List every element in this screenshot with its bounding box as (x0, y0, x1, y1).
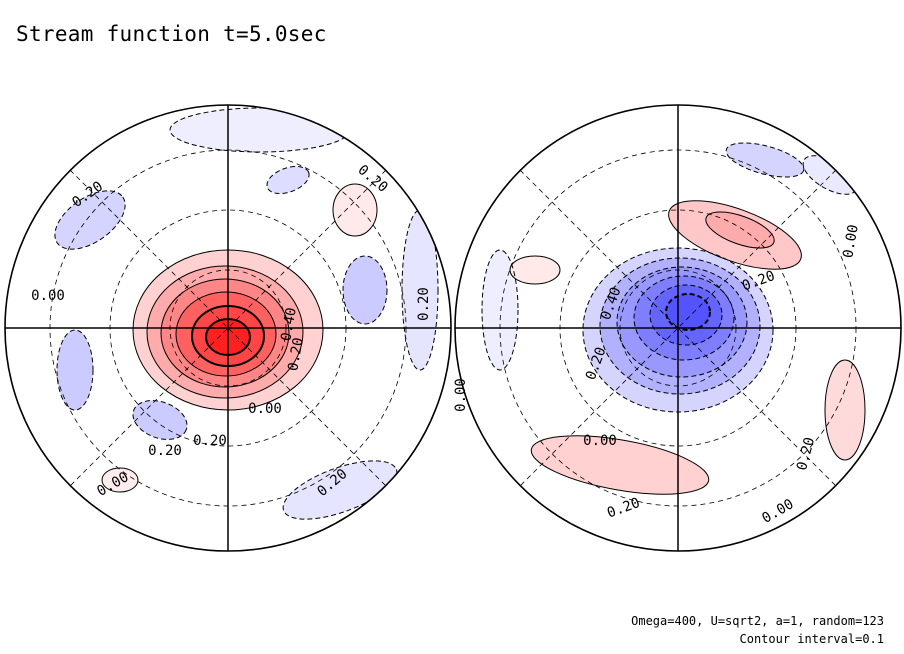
contour-line (342, 255, 388, 325)
contour-band (132, 400, 188, 440)
contour-interval-note: Contour interval=0.1 (739, 632, 885, 646)
contour-band (803, 155, 857, 195)
contour-line (616, 266, 748, 378)
contour-band (54, 190, 126, 250)
contour-label: 0.20 (416, 287, 432, 321)
right-hemisphere-disk: 0.000.200.400.200.000.200.200.000.00 (453, 104, 902, 552)
contour-band (102, 468, 138, 492)
contour-line (401, 209, 439, 371)
contour-band (333, 184, 377, 236)
left-grid (5, 105, 451, 551)
contour-line (668, 200, 802, 270)
contour-line (649, 284, 723, 346)
right-grid (455, 105, 901, 551)
left-disk-outline (4, 104, 452, 552)
contour-label: 0.00 (31, 288, 65, 304)
contour-line (132, 400, 188, 440)
contour-line (725, 142, 805, 178)
chart-title: Stream function t=5.0sec (16, 22, 327, 46)
contour-line (705, 211, 775, 249)
contour-band (705, 211, 775, 249)
contour-band (666, 294, 710, 330)
contour-line (101, 467, 139, 493)
contour-line (633, 275, 735, 361)
contour-band (343, 256, 387, 324)
contour-band (402, 210, 438, 370)
parameters-note: Omega=400, U=sqrt2, a=1, random=123 (631, 614, 884, 628)
contour-line (54, 190, 126, 250)
contour-line (175, 291, 277, 377)
contour-line (266, 165, 310, 195)
contour-label: 0.40 (278, 306, 300, 342)
contour-line (481, 249, 519, 371)
contour-band (726, 142, 804, 178)
contour-line (599, 257, 761, 395)
contour-label: 0.20 (193, 433, 227, 449)
left-hemisphere-disk: 0.20 0.200.200.200.200.000.000.400.200.20… (4, 104, 452, 552)
contour-label: 0.00 (840, 223, 862, 259)
contour-label: 0.00 (248, 401, 282, 417)
contour-label: 0.20 (148, 443, 182, 459)
contour-label: 0.00 (453, 378, 469, 412)
right-contour-labels: 0.000.200.400.200.000.200.200.000.00 (453, 223, 862, 527)
contour-label: 0.00 (583, 433, 617, 449)
contour-band (266, 166, 310, 194)
contour-line (824, 359, 866, 461)
contour-band (510, 256, 560, 284)
contour-band (57, 330, 93, 410)
contour-line (56, 329, 94, 411)
right-disk-outline (454, 104, 902, 552)
contour-line (146, 265, 304, 399)
contour-band (825, 360, 865, 460)
contour-band (482, 250, 518, 370)
contour-band (283, 460, 397, 520)
contour-line (160, 278, 290, 388)
contour-line (509, 255, 561, 285)
contour-line (332, 183, 378, 237)
contour-line (530, 435, 710, 495)
contour-line (665, 293, 711, 331)
contour-line (282, 460, 398, 520)
contour-label: 0.20 (285, 336, 307, 372)
